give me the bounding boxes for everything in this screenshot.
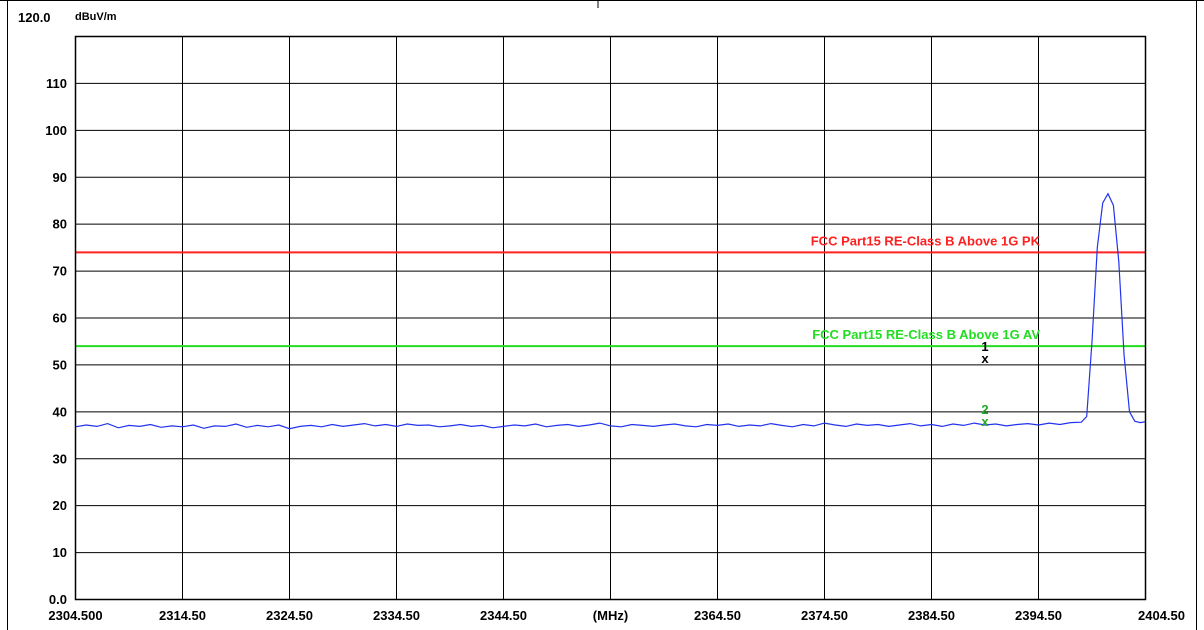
y-tick-label-4: 40 [53,404,67,419]
x-tick-label-7: 2374.50 [801,608,848,623]
y-axis-ticks: 0.0 10 20 30 40 50 60 70 80 90 100 110 [45,76,67,607]
marker-cross-0: x [981,351,989,366]
x-tick-label-1: 2314.50 [159,608,206,623]
y-tick-label-10: 100 [45,123,67,138]
limit-label-0: FCC Part15 RE-Class B Above 1G PK [811,233,1041,248]
trace-series [75,192,1146,430]
y-tick-label-2: 20 [53,498,67,513]
x-tick-label-6: 2364.50 [694,608,741,623]
y-tick-label-5: 50 [53,357,67,372]
x-tick-label-10: 2404.50 [1138,608,1185,623]
x-axis-ticks: 2304.500 2314.50 2324.50 2334.50 2344.50 (MHz… [48,608,1185,623]
x-tick-label-8: 2384.50 [908,608,955,623]
y-tick-label-0: 0.0 [49,592,67,607]
marker-number-1: 2 [981,402,988,417]
plot-area-border [74,35,1147,601]
limit-label-1: FCC Part15 RE-Class B Above 1G AV [812,327,1040,342]
y-axis-unit: dBuV/m [75,11,117,23]
x-tick-label-5: (MHz) [593,608,628,623]
x-tick-label-2: 2324.50 [266,608,313,623]
x-tick-label-0: 2304.500 [48,608,102,623]
series-line-0 [75,192,1146,430]
y-tick-label-11: 110 [46,76,67,91]
y-top-label: 120.0 [18,10,51,25]
y-tick-label-7: 70 [53,264,67,279]
marker-cross-1: x [981,414,989,429]
y-tick-label-1: 10 [53,545,67,560]
x-tick-label-9: 2394.50 [1015,608,1062,623]
y-tick-label-9: 90 [53,170,67,185]
x-tick-label-3: 2334.50 [373,608,420,623]
limit-lines: FCC Part15 RE-Class B Above 1G PK FCC Par… [75,233,1146,348]
y-tick-label-6: 60 [53,311,67,326]
y-tick-label-3: 30 [53,451,67,466]
x-tick-label-4: 2344.50 [480,608,527,623]
marker-number-0: 1 [981,339,988,354]
y-tick-label-8: 80 [53,217,67,232]
grid-lines [75,36,1146,600]
